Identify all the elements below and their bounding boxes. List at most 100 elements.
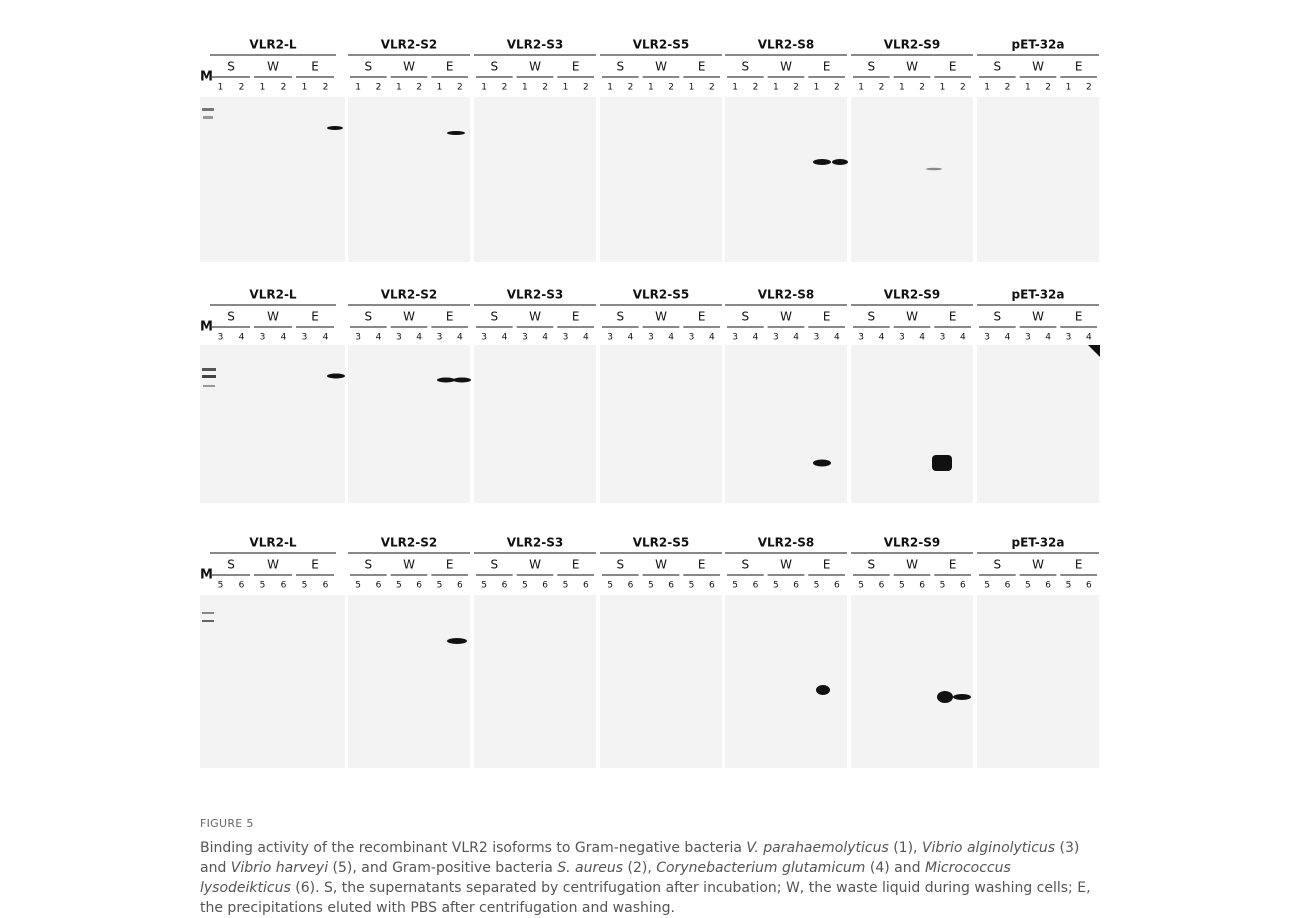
fraction-label: E [949, 60, 957, 74]
fraction-label: S [365, 310, 373, 324]
lane-label: 5 [984, 581, 990, 591]
lane-label: 4 [457, 333, 463, 343]
lane-label: 2 [1086, 83, 1092, 93]
fraction-label: E [698, 558, 706, 572]
group-label: VLR2-S2 [381, 288, 438, 302]
lane-label: 4 [628, 333, 634, 343]
group-label: VLR2-S9 [884, 288, 941, 302]
blot-image [600, 345, 722, 503]
lane-label: 2 [416, 83, 422, 93]
fraction-label: S [227, 310, 235, 324]
group-label: VLR2-S5 [633, 288, 690, 302]
fraction-label: E [823, 60, 831, 74]
lane-label: 6 [542, 581, 548, 591]
blot-image [725, 595, 847, 768]
lane-label: 4 [239, 333, 245, 343]
band [953, 694, 971, 700]
lane-label: 6 [668, 581, 674, 591]
blot-image [725, 97, 847, 262]
lane-label: 2 [919, 83, 925, 93]
band [832, 159, 848, 165]
fraction-label: W [1032, 558, 1044, 572]
lane-label: 4 [583, 333, 589, 343]
lane-label: 5 [302, 581, 308, 591]
caption-segment: V. parahaemolyticus [746, 840, 888, 856]
fraction-label: S [868, 310, 876, 324]
fraction-label: S [742, 310, 750, 324]
band [813, 159, 831, 165]
lane-label: 6 [628, 581, 634, 591]
lane-label: 6 [1005, 581, 1011, 591]
lane-label: 2 [239, 83, 245, 93]
lane-label: 1 [648, 83, 654, 93]
lane-label: 3 [689, 333, 695, 343]
fraction-label: S [742, 60, 750, 74]
band [447, 131, 465, 135]
lane-label: 5 [481, 581, 487, 591]
fraction-label: E [1075, 310, 1083, 324]
blot-image [977, 595, 1099, 768]
fraction-label: S [227, 558, 235, 572]
lane-label: 1 [814, 83, 820, 93]
fraction-label: W [529, 60, 541, 74]
fraction-label: S [868, 60, 876, 74]
lane-label: 2 [834, 83, 840, 93]
group-label: pET-32a [1012, 38, 1065, 52]
blot-image [200, 345, 345, 503]
fraction-label: E [572, 60, 580, 74]
group-label: VLR2-S5 [633, 536, 690, 550]
fraction-label: W [906, 558, 918, 572]
lane-label: 3 [773, 333, 779, 343]
fraction-label: W [655, 310, 667, 324]
caption-segment: (1), [889, 840, 922, 856]
figure-label: FIGURE 5 [200, 817, 254, 830]
lane-label: 1 [899, 83, 905, 93]
lane-label: 5 [355, 581, 361, 591]
fraction-label: W [267, 310, 279, 324]
fraction-label: W [529, 310, 541, 324]
group-label: VLR2-S3 [507, 38, 564, 52]
lane-label: 5 [689, 581, 695, 591]
group-label: pET-32a [1012, 288, 1065, 302]
fraction-label: S [365, 60, 373, 74]
fraction-label: W [906, 60, 918, 74]
ladder-band [203, 385, 215, 387]
lane-label: 5 [437, 581, 443, 591]
lane-label: 6 [919, 581, 925, 591]
group-label: VLR2-L [249, 288, 297, 302]
group-label: VLR2-S9 [884, 38, 941, 52]
lane-label: 5 [607, 581, 613, 591]
fraction-label: S [617, 60, 625, 74]
fraction-label: E [1075, 558, 1083, 572]
blot-image [348, 345, 470, 503]
ladder-band [202, 612, 214, 614]
lane-label: 5 [732, 581, 738, 591]
group-label: VLR2-L [249, 38, 297, 52]
group-label: VLR2-S3 [507, 288, 564, 302]
lane-label: 4 [834, 333, 840, 343]
group-label: VLR2-S5 [633, 38, 690, 52]
blot-image [474, 345, 596, 503]
lane-label: 4 [1045, 333, 1051, 343]
caption-segment: (6). S, the supernatants separated by ce… [200, 880, 1091, 916]
group-label: pET-32a [1012, 536, 1065, 550]
fraction-label: E [823, 558, 831, 572]
fraction-label: W [1032, 310, 1044, 324]
caption-segment: Binding activity of the recombinant VLR2… [200, 840, 746, 856]
lane-label: 6 [323, 581, 329, 591]
band [932, 455, 952, 471]
lane-label: 3 [396, 333, 402, 343]
blot-image [851, 345, 973, 503]
lane-label: 3 [607, 333, 613, 343]
fraction-label: W [529, 558, 541, 572]
blot-image [977, 345, 1099, 503]
band [816, 685, 830, 695]
lane-label: 3 [218, 333, 224, 343]
lane-label: 3 [984, 333, 990, 343]
lane-label: 5 [396, 581, 402, 591]
lane-label: 6 [879, 581, 885, 591]
blot-image [851, 97, 973, 262]
fraction-label: S [491, 60, 499, 74]
lane-label: 4 [416, 333, 422, 343]
lane-label: 3 [355, 333, 361, 343]
